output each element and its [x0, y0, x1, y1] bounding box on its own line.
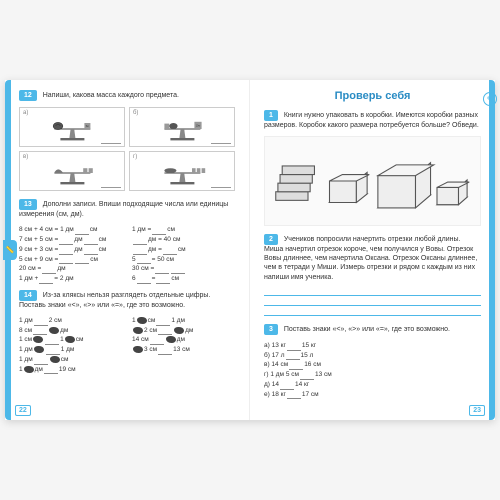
- math-line: 20 см =дм: [19, 264, 122, 274]
- task-2-num: 2: [264, 234, 278, 245]
- scale-b: б) 10кг: [129, 107, 235, 147]
- pencil-icon: ✎: [483, 92, 497, 106]
- answer-blank[interactable]: [211, 187, 231, 188]
- task-1: 1 Книги нужно упаковать в коробки. Имеют…: [264, 110, 481, 130]
- math-line: 3 см13 см: [132, 345, 235, 355]
- math-line: д) 1414 кг: [264, 380, 332, 390]
- page-number-left: 22: [15, 405, 31, 416]
- svg-text:10кг: 10кг: [195, 125, 200, 128]
- answer-blank[interactable]: [101, 143, 121, 144]
- math-line: 1 дм1 дм: [19, 345, 122, 355]
- math-line: 14 смдм: [132, 335, 235, 345]
- scale-d-label: г): [133, 154, 137, 160]
- math-line: б) 17 л15 л: [264, 351, 332, 361]
- math-line: дм =см: [132, 245, 235, 255]
- answer-blank[interactable]: [211, 143, 231, 144]
- math-line: 1 дм += 2 дм: [19, 274, 122, 284]
- task-3-columns: а) 13 кг15 кг б) 17 л15 л в) 14 см16 см …: [264, 341, 481, 400]
- math-line: 9 см + 3 см =дмсм: [19, 245, 122, 255]
- math-line: г) 1 дм 5 см13 см: [264, 370, 332, 380]
- balance-icon: [36, 164, 109, 188]
- balance-icon: [146, 164, 219, 188]
- svg-text:5кг: 5кг: [85, 125, 88, 128]
- task-14-col1: 1 дм2 см 8 смдм 1 см1см 1 дм1 дм 1 дмсм …: [19, 316, 122, 375]
- boxes-illustration: [264, 136, 481, 226]
- inkblot-icon: [174, 327, 184, 334]
- boxes-icon: [265, 137, 480, 225]
- math-line: 5= 50 см: [132, 255, 235, 265]
- task-1-text: Книги нужно упаковать в коробки. Имеются…: [264, 112, 479, 129]
- scale-d: г): [129, 151, 235, 191]
- page-number-right: 23: [469, 405, 485, 416]
- task-12-num: 12: [19, 90, 37, 101]
- task-2-text: Учеников попросили начертить отрезки люб…: [264, 236, 477, 280]
- scale-a-label: а): [23, 110, 28, 116]
- math-line: 30 см =: [132, 264, 235, 274]
- page-left: 📏 12 Напиши, какова масса каждого предме…: [5, 80, 250, 420]
- task-14-columns: 1 дм2 см 8 смдм 1 см1см 1 дм1 дм 1 дмсм …: [19, 316, 235, 375]
- scale-a: а) 5кг: [19, 107, 125, 147]
- task-13-columns: 8 см + 4 см = 1 дмсм 7 см + 5 см =дмсм 9…: [19, 225, 235, 284]
- inkblot-icon: [49, 327, 59, 334]
- ruler-tab-icon: 📏: [3, 240, 17, 260]
- inkblot-icon: [34, 346, 44, 353]
- math-line: 1см1 дм: [132, 316, 235, 326]
- task-3-num: 3: [264, 324, 278, 335]
- math-line: дм = 40 см: [132, 235, 235, 245]
- scale-b-label: б): [133, 110, 138, 116]
- task-13-num: 13: [19, 199, 37, 210]
- task-3-text: Поставь знаки «<», «>» или «=», где это …: [284, 326, 450, 333]
- task-3: 3 Поставь знаки «<», «>» или «=», где эт…: [264, 324, 481, 335]
- math-line: 1дм19 см: [19, 365, 122, 375]
- scale-c-label: в): [23, 154, 28, 160]
- task-2: 2 Учеников попросили начертить отрезки л…: [264, 234, 481, 281]
- math-line: в) 14 см16 см: [264, 360, 332, 370]
- math-line: 8 см + 4 см = 1 дмсм: [19, 225, 122, 235]
- math-line: 2 смдм: [132, 326, 235, 336]
- section-title: Проверь себя: [264, 90, 481, 102]
- inkblot-icon: [166, 336, 176, 343]
- task-12-text: Напиши, какова масса каждого предмета.: [43, 92, 179, 99]
- math-line: 8 смдм: [19, 326, 122, 336]
- inkblot-icon: [24, 366, 34, 373]
- inkblot-icon: [137, 317, 147, 324]
- inkblot-icon: [133, 346, 143, 353]
- task-13-text: Дополни записи. Впиши подходящие числа и…: [19, 201, 228, 218]
- writing-lines[interactable]: [264, 288, 481, 316]
- task-13-col2: 1 дм =см дм = 40 см дм =см 5= 50 см 30 с…: [132, 225, 235, 284]
- balance-icon: 10кг: [146, 120, 219, 144]
- task-12: 12 Напиши, какова масса каждого предмета…: [19, 90, 235, 101]
- math-line: а) 13 кг15 кг: [264, 341, 332, 351]
- scale-c: в): [19, 151, 125, 191]
- inkblot-icon: [65, 336, 75, 343]
- math-line: е) 18 кг17 см: [264, 390, 332, 400]
- scales-grid: а) 5кг б) 10кг в) г): [19, 107, 235, 191]
- task-3-col: а) 13 кг15 кг б) 17 л15 л в) 14 см16 см …: [264, 341, 332, 400]
- task-14-col2: 1см1 дм 2 смдм 14 смдм 3 см13 см: [132, 316, 235, 375]
- math-line: 1 дмсм: [19, 355, 122, 365]
- math-line: 7 см + 5 см =дмсм: [19, 235, 122, 245]
- math-line: 1 дм2 см: [19, 316, 122, 326]
- math-line: 1 см1см: [19, 335, 122, 345]
- task-13: 13 Дополни записи. Впиши подходящие числ…: [19, 199, 235, 219]
- task-14: 14 Из-за кляксы нельзя разглядеть отдель…: [19, 290, 235, 310]
- inkblot-icon: [50, 356, 60, 363]
- page-right: ✎ Проверь себя 1 Книги нужно упаковать в…: [250, 80, 495, 420]
- balance-icon: 5кг: [36, 120, 109, 144]
- task-14-num: 14: [19, 290, 37, 301]
- math-line: 5 см + 9 см =см: [19, 255, 122, 265]
- math-line: 6=см: [132, 274, 235, 284]
- book-spread: 📏 12 Напиши, какова масса каждого предме…: [5, 80, 495, 420]
- math-line: 1 дм =см: [132, 225, 235, 235]
- inkblot-icon: [33, 336, 43, 343]
- answer-blank[interactable]: [101, 187, 121, 188]
- task-13-col1: 8 см + 4 см = 1 дмсм 7 см + 5 см =дмсм 9…: [19, 225, 122, 284]
- task-14-text: Из-за кляксы нельзя разглядеть отдельные…: [19, 292, 210, 309]
- inkblot-icon: [133, 327, 143, 334]
- task-1-num: 1: [264, 110, 278, 121]
